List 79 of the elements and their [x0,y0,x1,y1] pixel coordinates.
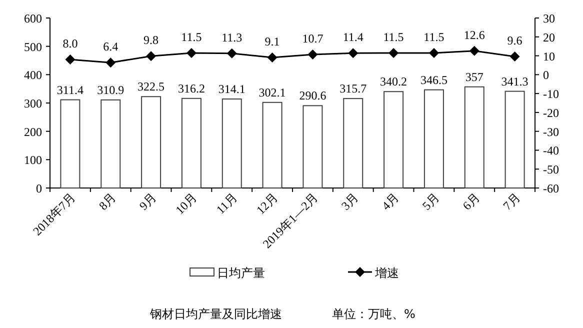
data-label: 11.5 [383,30,404,44]
point [226,48,237,58]
bar [504,90,525,188]
point [106,58,116,68]
point [308,49,318,60]
bar [222,98,242,188]
y2-tick-label: -40 [543,144,559,158]
data-label: 11.5 [181,30,202,44]
x-tick-label: 11月 [213,190,240,217]
point [267,52,278,62]
y2-tick-label: -60 [543,182,559,196]
data-label: 9.6 [507,34,522,48]
bar [60,99,80,188]
data-label: 316.2 [178,81,205,96]
text: 单位：万吨、% [332,307,416,321]
bar [141,96,162,188]
data-label: 8.0 [62,36,78,51]
bar [100,99,121,188]
data-label: 311.4 [56,82,84,97]
x-tick-label: 4月 [379,190,402,213]
y2-tick-label: -30 [543,124,559,139]
x-tick-label: 5月 [419,190,442,213]
data-label: 12.6 [464,28,485,42]
data-label: 11.3 [222,30,242,44]
point [186,48,196,58]
x-tick-label: 6月 [460,190,482,213]
x-tick-label: 7月 [500,190,523,213]
data-label: 346.5 [420,72,448,87]
x-tick-label: 3月 [338,190,362,213]
y2-tick-label: 20 [543,30,555,44]
y2-tick-label: 30 [543,12,555,26]
point [348,48,358,58]
y2-tick-label: -20 [543,106,559,120]
y-tick-label: 400 [24,68,42,82]
y2-tick-label: -50 [543,162,559,177]
point [510,52,520,62]
bar [181,98,202,188]
data-label: 302.1 [258,85,286,100]
bar [343,98,364,188]
legend-label: 日均产量 [217,266,265,280]
bar [262,102,282,188]
y-tick-label: 100 [24,153,42,168]
y2-tick-label: -10 [543,87,559,102]
point [428,48,439,58]
data-label: 9.1 [264,34,280,48]
data-label: 10.7 [302,31,324,46]
bar [384,91,404,188]
y-tick-label: 600 [24,12,42,26]
y2-tick-label: 10 [543,49,555,64]
text: 钢材日均产量及同比增速 [149,307,282,321]
bar [302,105,323,188]
x-tick-label: 8月 [96,190,119,213]
data-label: 357 [465,70,484,84]
bar [424,89,444,188]
data-label: 11.5 [424,30,444,44]
data-label: 310.9 [97,82,124,97]
y2-tick-label: 0 [543,68,549,82]
point [469,46,480,56]
point [65,54,76,65]
data-label: 290.6 [299,88,326,103]
x-tick-label: 9月 [136,190,160,213]
data-label: 6.4 [103,40,118,54]
data-label: 314.1 [218,82,246,96]
y-tick-label: 300 [24,96,42,110]
data-label: 340.2 [380,74,408,89]
data-label: 322.5 [138,80,165,94]
point [388,48,399,58]
data-label: 315.7 [340,82,367,96]
data-label: 341.3 [501,74,528,88]
x-tick-label: 10月 [172,190,200,218]
data-label: 11.4 [342,30,364,44]
legend-label: 增速 [374,266,399,280]
x-tick-label: 12月 [254,190,280,218]
bar [464,86,484,188]
data-label: 9.8 [144,33,159,48]
y-tick-label: 0 [36,182,42,196]
point [146,51,156,62]
y-tick-label: 200 [24,124,42,139]
y-tick-label: 500 [24,40,42,54]
